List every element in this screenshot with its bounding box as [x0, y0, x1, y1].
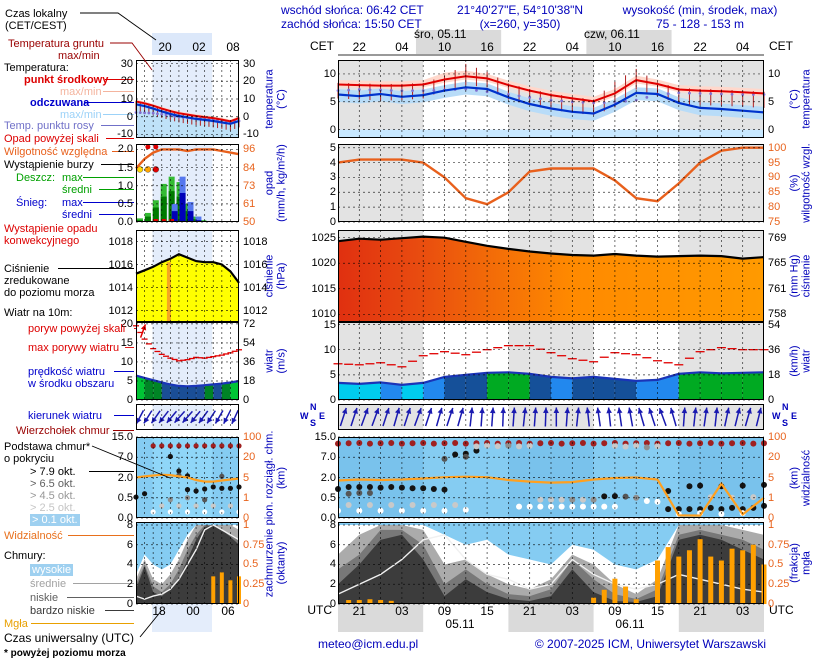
- contact-email-link[interactable]: meteo@icm.edu.pl: [318, 637, 419, 651]
- panel-cisnienie-mini: [135, 230, 240, 322]
- panel-temperatura-mini: [134, 60, 241, 138]
- panel-zachmurzenie-mini: [135, 522, 241, 605]
- panel-kierunek-mini: [135, 404, 239, 430]
- panel-wiatr-mini: [133, 322, 242, 401]
- panel-kierunek: [338, 404, 764, 430]
- panel-wiatr: [333, 322, 769, 401]
- panel-opad-mini: [135, 144, 240, 223]
- panel-cisnienie: [337, 230, 765, 322]
- panel-temperatura: [336, 60, 766, 138]
- panel-chmury_pion-mini: [133, 436, 242, 519]
- panel-zachmurzenie: [337, 522, 767, 605]
- panel-chmury_pion: [335, 436, 767, 519]
- panel-opad: [337, 144, 764, 223]
